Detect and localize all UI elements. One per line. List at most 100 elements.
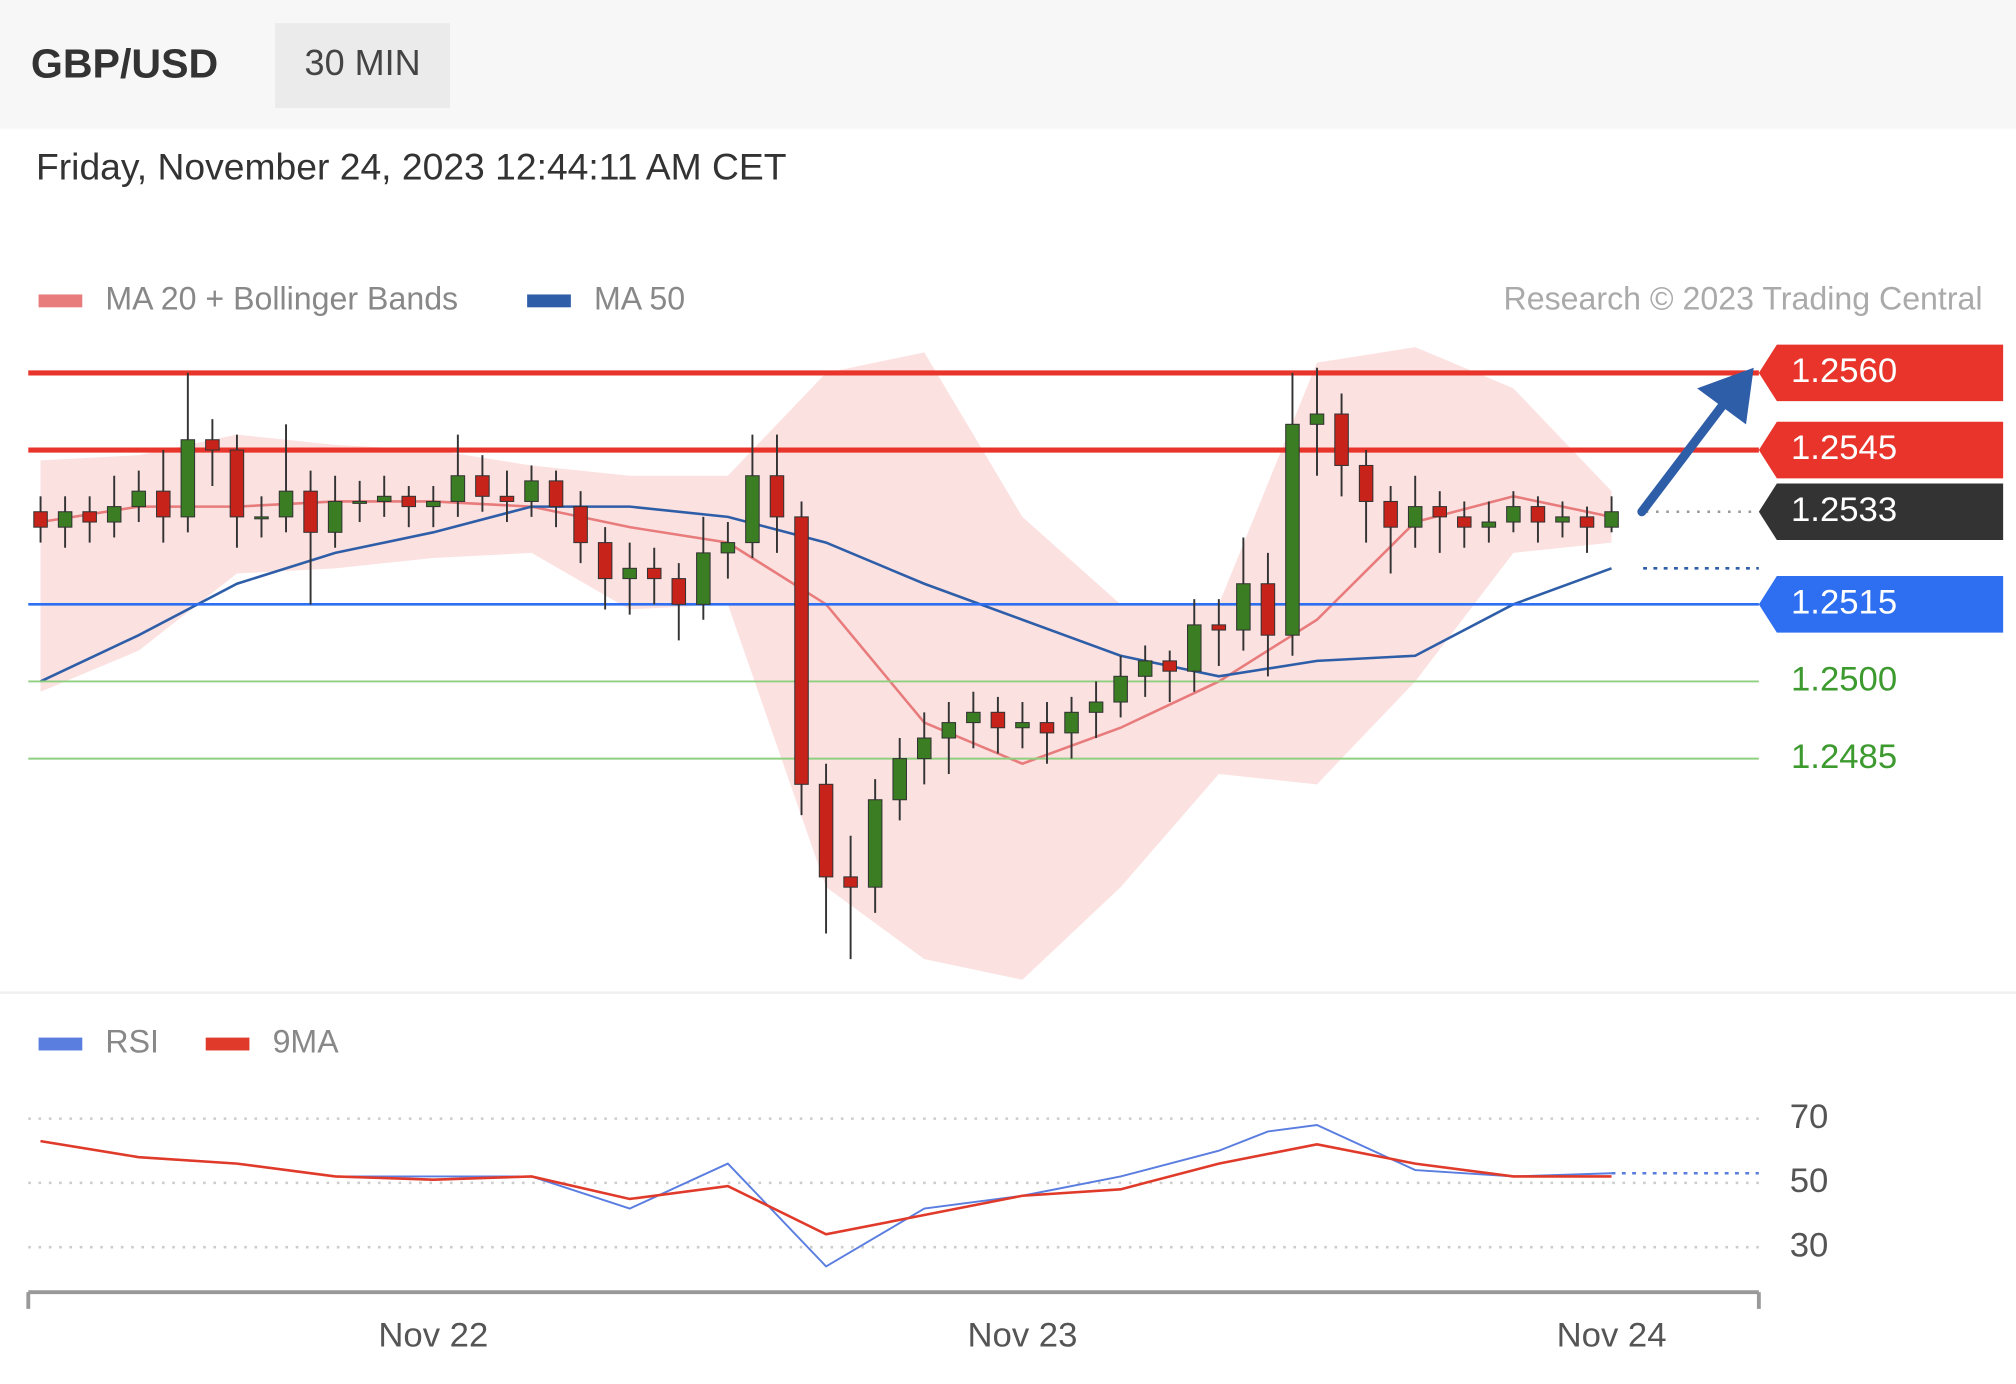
- candle-body: [1457, 516, 1472, 528]
- candle-body: [499, 495, 515, 502]
- candle-body: [1015, 722, 1030, 729]
- candle-body: [573, 506, 588, 544]
- candle-body: [376, 495, 392, 502]
- candle-body: [401, 495, 417, 508]
- candle-body: [843, 876, 858, 888]
- candle-body: [131, 490, 147, 508]
- level-label: 1.2545: [1791, 429, 1897, 467]
- level-tag: [1758, 344, 2004, 402]
- candle-body: [1481, 521, 1497, 528]
- candle-body: [1604, 511, 1619, 528]
- level-label: 1.2485: [1791, 738, 1897, 776]
- candle-body: [327, 500, 343, 533]
- candle-body: [1260, 583, 1276, 636]
- candle-body: [1555, 516, 1570, 523]
- legend-label: RSI: [105, 1024, 159, 1060]
- candle-body: [1088, 701, 1104, 713]
- legend-label: MA 20 + Bollinger Bands: [105, 280, 458, 316]
- candle-body: [1137, 660, 1153, 677]
- level-label: 1.2500: [1791, 661, 1897, 699]
- candle-body: [352, 500, 367, 504]
- candle-body: [966, 711, 981, 724]
- candle-body: [1309, 413, 1325, 425]
- legend-swatch: [205, 1037, 250, 1051]
- timestamp: Friday, November 24, 2023 12:44:11 AM CE…: [36, 146, 787, 188]
- candle-body: [1113, 675, 1128, 703]
- candle-body: [106, 506, 122, 523]
- x-tick-label: Nov 23: [967, 1316, 1077, 1354]
- legend-swatch: [527, 294, 571, 308]
- candle-body: [426, 500, 441, 508]
- candle-body: [1064, 711, 1079, 734]
- candle-body: [254, 516, 269, 520]
- candle-body: [475, 475, 490, 497]
- candle-body: [671, 578, 687, 605]
- x-tick-label: Nov 22: [378, 1316, 488, 1354]
- candle-body: [597, 542, 613, 580]
- level-tag: [1758, 576, 2004, 633]
- candle-body: [1407, 506, 1423, 528]
- candle-body: [745, 475, 760, 544]
- candle-body: [1236, 583, 1251, 631]
- level-label: 1.2515: [1791, 583, 1897, 621]
- moving-average-line: [39, 505, 1612, 683]
- level-tag: [1758, 483, 2004, 541]
- candle-body: [818, 783, 834, 878]
- level-tag: [1758, 421, 2004, 479]
- candle-body: [450, 475, 466, 502]
- candle-body: [646, 567, 662, 580]
- candle-body: [1039, 722, 1055, 734]
- indicator-line: [40, 1124, 1612, 1268]
- candle-body: [990, 711, 1006, 729]
- x-tick-label: Nov 24: [1557, 1316, 1667, 1354]
- candle-body: [720, 542, 736, 554]
- copyright: Research © 2023 Trading Central: [1504, 280, 1983, 316]
- candle-body: [82, 511, 97, 523]
- candle-body: [205, 439, 220, 451]
- y-tick-label: 50: [1790, 1162, 1829, 1200]
- interval-box: [275, 23, 450, 109]
- candle-body: [941, 722, 957, 739]
- candle-body: [916, 737, 932, 760]
- y-tick-label: 70: [1790, 1098, 1829, 1136]
- candle-body: [156, 490, 171, 518]
- legend-label: MA 50: [594, 280, 685, 316]
- candle-body: [1162, 660, 1177, 672]
- candle-body: [794, 516, 809, 785]
- candle-body: [1187, 624, 1202, 672]
- candle-body: [1358, 464, 1374, 502]
- indicator-line: [40, 1139, 1612, 1236]
- candle-body: [1285, 423, 1300, 636]
- level-label: 1.2533: [1791, 491, 1897, 529]
- candle-body: [1432, 506, 1448, 518]
- candle-body: [303, 490, 318, 533]
- candle-body: [1530, 506, 1546, 523]
- symbol: GBP/USD: [31, 41, 218, 87]
- candle-body: [769, 475, 785, 518]
- interval: 30 MIN: [305, 42, 421, 83]
- legend-label: 9MA: [273, 1024, 340, 1060]
- arrow-head: [1697, 367, 1754, 425]
- candle-body: [696, 552, 711, 605]
- y-tick-label: 30: [1790, 1226, 1829, 1264]
- candle-body: [867, 799, 883, 888]
- candle-body: [1211, 624, 1227, 631]
- candle-body: [1334, 413, 1349, 466]
- candle-body: [622, 567, 637, 580]
- candle-body: [229, 449, 245, 518]
- candle-body: [548, 480, 564, 508]
- candle-body: [1579, 516, 1595, 528]
- candle-body: [278, 490, 294, 518]
- forecast-arrow: [1637, 367, 1754, 517]
- candle-body: [180, 439, 196, 518]
- legend-swatch: [38, 294, 83, 308]
- main-layer: [28, 367, 1759, 1268]
- candle-body: [892, 758, 907, 801]
- candle-body: [1506, 506, 1521, 523]
- arrow-shaft: [1637, 400, 1728, 517]
- level-label: 1.2560: [1791, 352, 1897, 390]
- candle-body: [524, 480, 539, 502]
- candle-body: [1383, 500, 1398, 528]
- legend-swatch: [38, 1037, 83, 1051]
